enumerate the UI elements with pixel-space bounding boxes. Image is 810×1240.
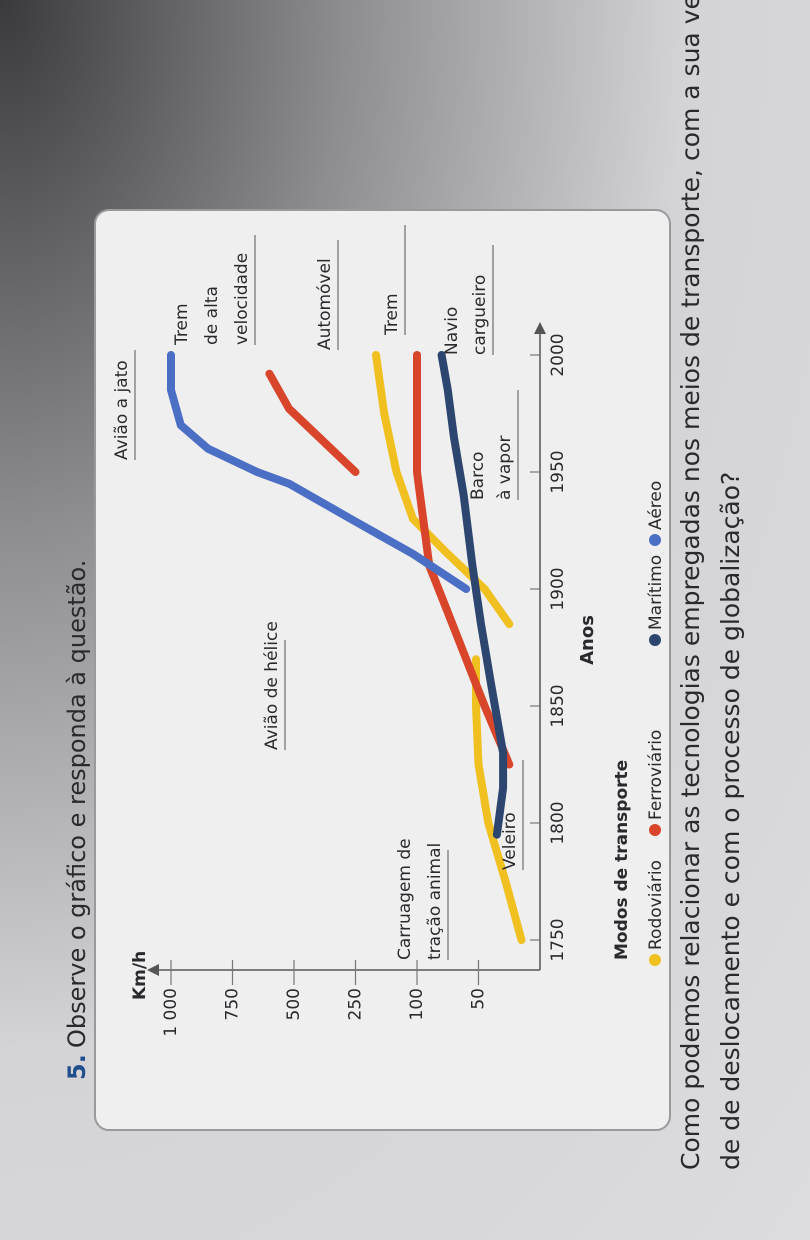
x-tick-label: 1900 bbox=[548, 567, 568, 610]
annotation: Avião a jato bbox=[112, 360, 132, 460]
annotation: Veleiro bbox=[500, 812, 520, 870]
x-tick-label: 1750 bbox=[548, 918, 568, 961]
annotation: Trem bbox=[172, 303, 192, 346]
series-line bbox=[265, 351, 514, 769]
legend-marker bbox=[649, 954, 661, 966]
y-tick-label: 750 bbox=[223, 988, 243, 1020]
series-line bbox=[372, 351, 526, 944]
y-tick-label: 50 bbox=[469, 988, 489, 1010]
header-text: Observe o gráfico e responda à questão. bbox=[63, 560, 91, 1048]
x-tick-label: 1950 bbox=[548, 450, 568, 493]
y-tick-label: 100 bbox=[407, 988, 427, 1020]
annotation: Avião de hélice bbox=[262, 621, 282, 750]
question-number: 5. bbox=[63, 1054, 91, 1080]
x-axis-label: Anos bbox=[577, 615, 598, 665]
series-line bbox=[437, 351, 508, 839]
y-axis-label: Km/h bbox=[130, 951, 150, 1000]
legend-marker bbox=[649, 634, 661, 646]
y-tick-label: 250 bbox=[346, 988, 366, 1020]
annotation: à vapor bbox=[495, 436, 515, 500]
annotation: Trem bbox=[382, 293, 402, 336]
legend-label: Ferroviário bbox=[646, 730, 666, 820]
y-tick-label: 500 bbox=[284, 988, 304, 1020]
question-line: Como podemos relacionar as tecnologias e… bbox=[676, 0, 705, 1170]
annotation: velocidade bbox=[232, 253, 252, 345]
series-line bbox=[167, 351, 471, 593]
annotation: Automóvel bbox=[315, 258, 335, 350]
chart-frame bbox=[94, 209, 671, 1131]
annotation: Carruagem de bbox=[395, 838, 415, 960]
x-tick-label: 2000 bbox=[548, 333, 568, 376]
y-axis-arrow bbox=[147, 964, 159, 976]
x-axis-arrow bbox=[534, 322, 546, 334]
legend-label: Aéreo bbox=[646, 481, 666, 530]
annotation: Navio bbox=[442, 307, 462, 355]
legend-marker bbox=[649, 534, 661, 546]
legend-label: Rodoviário bbox=[646, 860, 666, 950]
annotation: tração animal bbox=[425, 843, 445, 960]
y-tick-label: 1 000 bbox=[161, 988, 181, 1037]
annotation: de alta bbox=[202, 286, 222, 345]
annotation: cargueiro bbox=[470, 275, 490, 355]
question-line: de de deslocamento e com o processo de g… bbox=[716, 472, 745, 1170]
x-tick-label: 1800 bbox=[548, 801, 568, 844]
x-tick-label: 1850 bbox=[548, 684, 568, 727]
legend-title: Modos de transporte bbox=[612, 760, 632, 960]
legend-label: Marítimo bbox=[646, 555, 666, 630]
annotation: Barco bbox=[468, 452, 488, 500]
legend-marker bbox=[649, 824, 661, 836]
